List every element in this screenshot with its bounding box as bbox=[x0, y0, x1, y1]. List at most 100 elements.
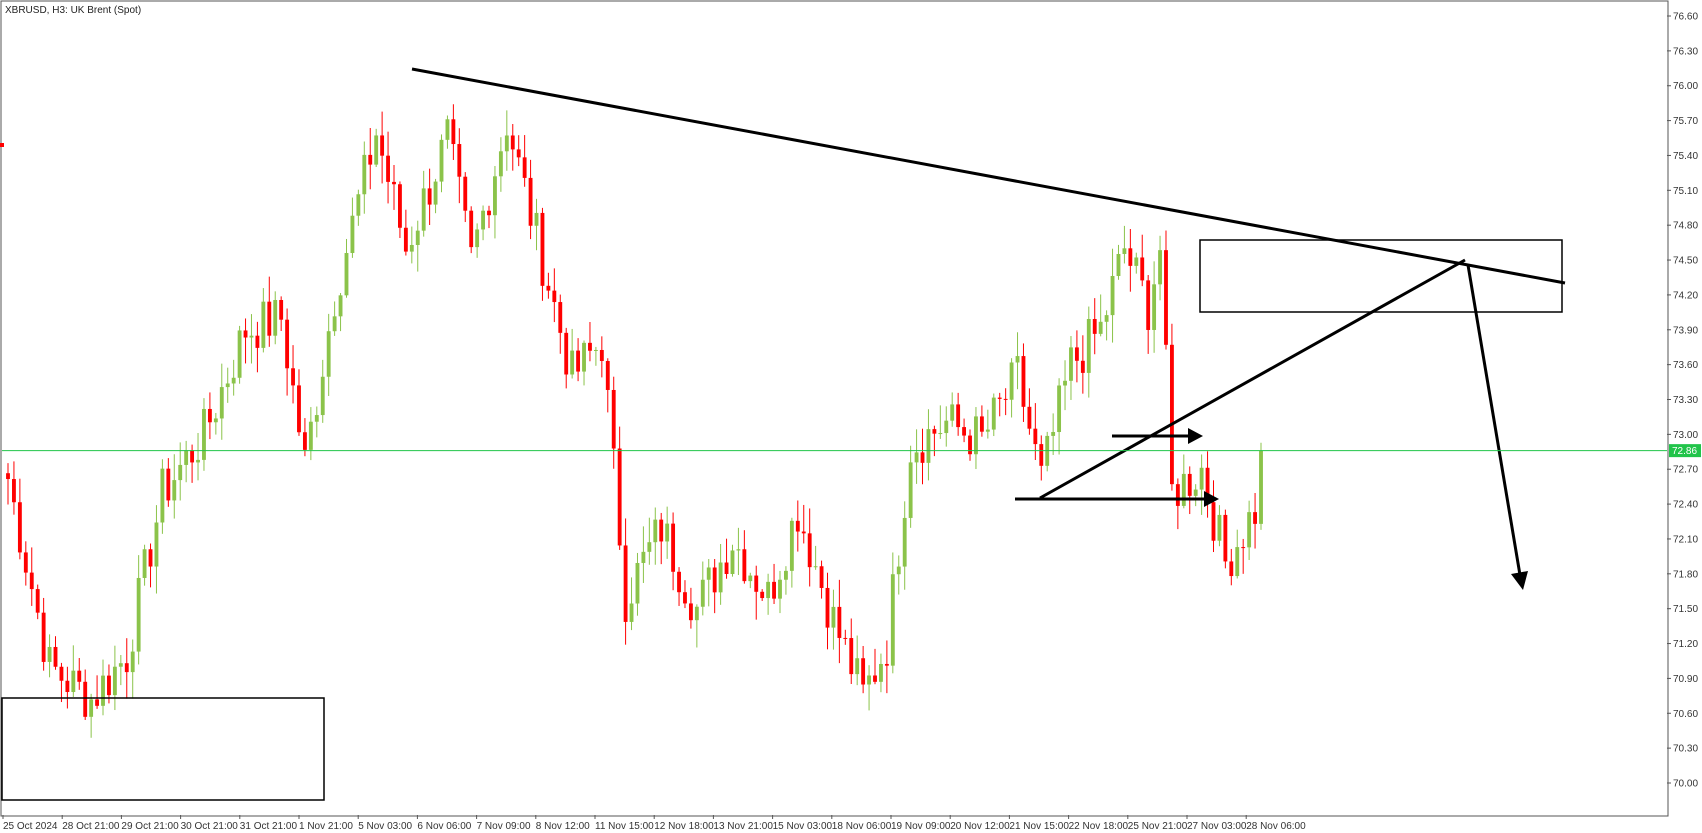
right-arrow-lower[interactable] bbox=[1015, 491, 1219, 507]
time-tick-label: 22 Nov 18:00 bbox=[1069, 821, 1129, 832]
price-tick-label: 71.80 bbox=[1673, 569, 1698, 580]
candle-bearish bbox=[297, 369, 301, 436]
candle-bullish bbox=[237, 325, 242, 384]
svg-text:72.86: 72.86 bbox=[1672, 446, 1697, 457]
time-tick-label: 7 Nov 09:00 bbox=[477, 821, 531, 832]
current-price-tag: 72.86 bbox=[1669, 444, 1701, 458]
candle-bullish bbox=[415, 220, 420, 272]
candle-bearish bbox=[1140, 234, 1145, 287]
supply-zone-rectangle[interactable] bbox=[1199, 239, 1563, 313]
candle-bullish bbox=[914, 429, 919, 484]
candle-bullish bbox=[1217, 505, 1222, 547]
candle-bullish bbox=[1045, 431, 1050, 472]
candle-bearish bbox=[29, 547, 34, 606]
resistance-trendline[interactable] bbox=[411, 67, 1566, 285]
candle-bullish bbox=[196, 432, 200, 481]
candle-bullish bbox=[694, 604, 699, 648]
candle-bearish bbox=[291, 345, 295, 404]
candle-bearish bbox=[1164, 230, 1168, 350]
candle-bullish bbox=[1247, 500, 1252, 560]
candle-bearish bbox=[617, 426, 622, 550]
price-tick-label: 70.60 bbox=[1673, 709, 1698, 720]
support-trendline[interactable] bbox=[1039, 258, 1466, 500]
candle-bearish bbox=[677, 567, 681, 606]
candle-bullish bbox=[706, 559, 711, 607]
candle-bearish bbox=[95, 675, 100, 709]
candle-bullish bbox=[991, 393, 996, 437]
candle-bullish bbox=[1199, 454, 1204, 515]
candle-bullish bbox=[101, 659, 105, 716]
price-tick-label: 74.20 bbox=[1673, 290, 1698, 301]
candle-bearish bbox=[1187, 466, 1192, 515]
candle-bearish bbox=[386, 131, 390, 204]
candle-bearish bbox=[469, 206, 474, 254]
price-tick-label: 75.40 bbox=[1673, 151, 1698, 162]
price-tick-label: 73.00 bbox=[1673, 430, 1698, 441]
candle-bullish bbox=[783, 566, 788, 595]
candle-bullish bbox=[1259, 442, 1263, 530]
candle-bearish bbox=[861, 645, 866, 694]
candle-bearish bbox=[772, 563, 776, 605]
time-tick-label: 5 Nov 03:00 bbox=[358, 821, 412, 832]
candle-bearish bbox=[1253, 492, 1257, 549]
candle-bullish bbox=[409, 226, 414, 264]
candle-bullish bbox=[273, 291, 278, 345]
candle-bullish bbox=[421, 170, 426, 237]
chart-frame bbox=[0, 0, 1669, 817]
candle-bearish bbox=[279, 296, 284, 332]
candle-bearish bbox=[884, 640, 889, 694]
candle-bearish bbox=[380, 111, 385, 184]
candle-bearish bbox=[35, 584, 40, 620]
candle-bullish bbox=[974, 407, 978, 470]
candle-bullish bbox=[332, 301, 337, 336]
candle-bullish bbox=[890, 552, 895, 674]
candle-bullish bbox=[582, 340, 586, 386]
time-tick-label: 13 Nov 21:00 bbox=[713, 821, 773, 832]
candle-bearish bbox=[1229, 548, 1234, 586]
candle-bearish bbox=[398, 181, 402, 239]
candle-bearish bbox=[368, 128, 373, 190]
candle-bullish bbox=[1158, 235, 1162, 301]
candle-bearish bbox=[487, 205, 491, 229]
time-tick-label: 30 Oct 21:00 bbox=[181, 821, 239, 832]
candle-bullish bbox=[504, 110, 509, 171]
price-tick-label: 73.30 bbox=[1673, 395, 1698, 406]
candle-bearish bbox=[1080, 335, 1085, 394]
demand-zone-rectangle[interactable] bbox=[1, 697, 325, 801]
candle-bullish bbox=[1104, 310, 1109, 341]
candle-bearish bbox=[1003, 388, 1008, 416]
candle-bullish bbox=[1193, 484, 1198, 507]
candle-bullish bbox=[225, 367, 230, 403]
candle-bearish bbox=[285, 308, 290, 396]
time-tick-label: 12 Nov 18:00 bbox=[654, 821, 714, 832]
candle-bullish bbox=[350, 197, 355, 258]
chart-title: XBRUSD, H3: UK Brent (Spot) bbox=[5, 5, 141, 16]
candle-bullish bbox=[356, 189, 361, 226]
candle-bullish bbox=[902, 501, 907, 590]
candle-bullish bbox=[653, 507, 658, 565]
candle-bullish bbox=[730, 544, 735, 577]
candle-bearish bbox=[920, 428, 925, 485]
projection-arrow-down[interactable] bbox=[1466, 264, 1528, 590]
candle-bearish bbox=[243, 318, 248, 364]
candle-bullish bbox=[344, 238, 349, 298]
candle-bearish bbox=[77, 657, 82, 690]
time-tick-label: 29 Oct 21:00 bbox=[121, 821, 179, 832]
candle-bearish bbox=[17, 478, 22, 560]
price-tick-label: 71.20 bbox=[1673, 639, 1698, 650]
candle-bearish bbox=[588, 321, 592, 362]
candle-bearish bbox=[760, 589, 765, 601]
right-arrow-upper[interactable] bbox=[1112, 428, 1203, 444]
candle-bearish bbox=[742, 530, 747, 584]
candle-bullish bbox=[908, 445, 913, 528]
candle-bearish bbox=[956, 392, 961, 436]
candle-bullish bbox=[534, 198, 539, 251]
candle-bearish bbox=[754, 565, 759, 620]
candle-bearish bbox=[457, 128, 462, 204]
candle-bearish bbox=[12, 461, 16, 515]
candle-bullish bbox=[1015, 332, 1020, 390]
time-tick-label: 25 Nov 21:00 bbox=[1128, 821, 1188, 832]
candle-bullish bbox=[320, 359, 325, 423]
candle-bullish bbox=[261, 288, 266, 353]
